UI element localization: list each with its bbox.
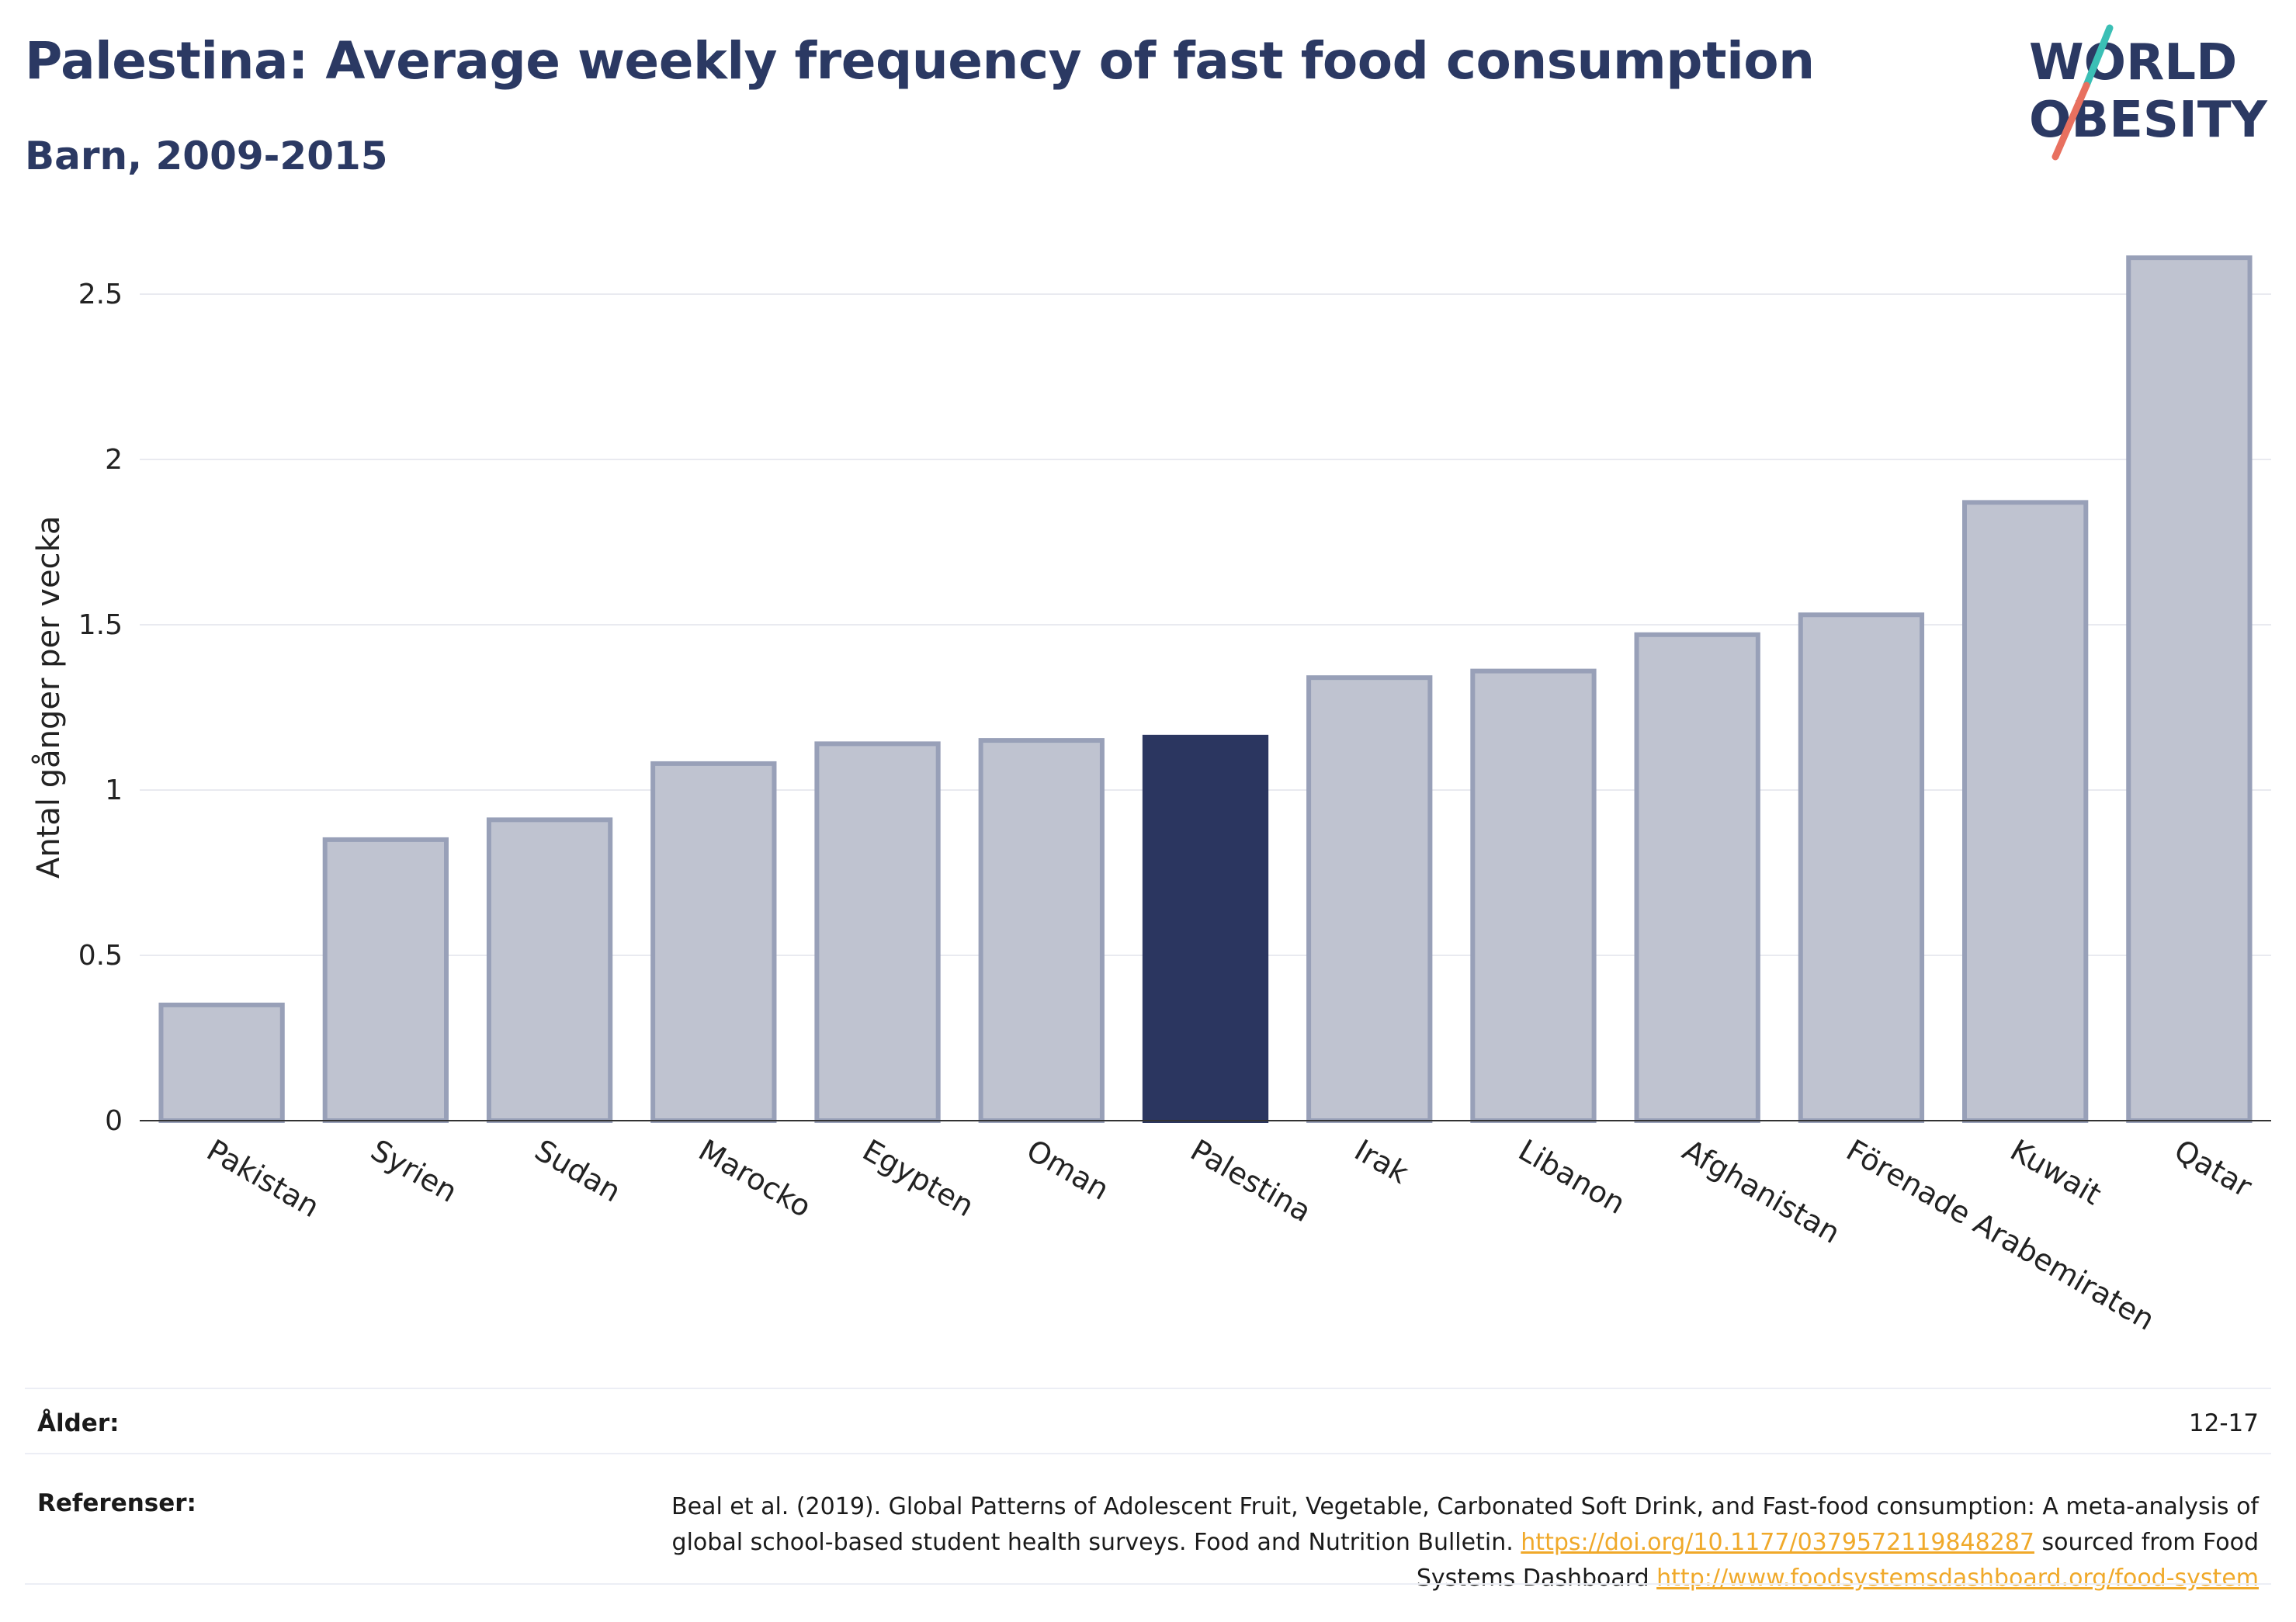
bar [486, 817, 613, 1123]
bar [1634, 632, 1760, 1123]
logo-slash-red [2051, 81, 2090, 161]
chart-subtitle: Barn, 2009-2015 [25, 133, 388, 178]
bar [322, 837, 449, 1124]
footer-divider-top [25, 1388, 2271, 1389]
age-label: Ålder: [37, 1409, 120, 1437]
bar [1961, 500, 2089, 1123]
reference-citation: Beal et al. (2019). Global Patterns of A… [671, 1493, 2259, 1556]
bar [1798, 612, 1925, 1123]
age-row: Ålder: 12-17 [25, 1389, 2271, 1459]
bars [158, 255, 2253, 1124]
world-obesity-logo: WORLD OBESITY [2029, 24, 2267, 161]
y-tick-label: 2 [105, 444, 123, 476]
x-tick-label: Kuwait [2005, 1133, 2107, 1212]
x-tick-label: Marocko [693, 1133, 817, 1225]
x-tick-label: Libanon [1513, 1133, 1631, 1221]
x-tick-label: Qatar [2169, 1133, 2258, 1204]
x-tick-label: Irak [1349, 1133, 1414, 1191]
footer-divider-middle [25, 1453, 2271, 1454]
chart-title: Palestina: Average weekly frequency of f… [25, 31, 1815, 91]
bar-chart: 0 0.5 1 1.5 2 2.5 Pakistan Syrien Sudan Marocko E… [31, 255, 2271, 1337]
references-text: Beal et al. (2019). Global Patterns of A… [629, 1489, 2259, 1596]
footer-divider-bottom [25, 1583, 2271, 1585]
y-tick-label: 2.5 [78, 279, 123, 310]
references-label: Referenser: [37, 1489, 196, 1517]
x-tick-label: Afghanistan [1677, 1133, 1846, 1250]
y-tick-label: 0.5 [78, 940, 123, 972]
dashboard-link[interactable]: http://www.foodsystemsdashboard.org/food… [1656, 1565, 2259, 1592]
y-axis-ticks: 0 0.5 1 1.5 2 2.5 [78, 279, 123, 1137]
age-value: 12-17 [2188, 1409, 2259, 1437]
bar [1142, 734, 1269, 1124]
logo-slash-teal [2083, 24, 2114, 89]
y-tick-label: 0 [105, 1105, 123, 1137]
bar [814, 741, 941, 1123]
bar [1306, 675, 1433, 1123]
bar [158, 1002, 285, 1124]
bar [978, 738, 1105, 1123]
y-tick-label: 1.5 [78, 609, 123, 641]
bar [650, 761, 777, 1123]
x-tick-label: Syrien [365, 1133, 463, 1209]
reference-source: sourced from Food Systems Dashboard [1416, 1529, 2259, 1592]
x-axis-labels: Pakistan Syrien Sudan Marocko Egypten Oman Pal… [201, 1133, 2258, 1337]
logo-line-1: WORLD [2029, 34, 2237, 92]
y-axis-title: Antal gånger per vecka [31, 515, 67, 879]
doi-link[interactable]: https://doi.org/10.1177/0379572119848287 [1521, 1529, 2034, 1556]
references-row: Referenser: Beal et al. (2019). Global P… [25, 1471, 2271, 1592]
x-tick-label: Sudan [529, 1133, 627, 1209]
bar [2126, 255, 2253, 1123]
x-tick-label: Palestina [1185, 1133, 1317, 1229]
x-tick-label: Förenade Arabemiraten [1840, 1133, 2160, 1337]
x-tick-label: Pakistan [201, 1133, 325, 1225]
x-tick-label: Oman [1021, 1133, 1115, 1207]
x-tick-label: Egypten [857, 1133, 980, 1224]
bar [1470, 668, 1597, 1123]
y-tick-label: 1 [105, 775, 123, 806]
